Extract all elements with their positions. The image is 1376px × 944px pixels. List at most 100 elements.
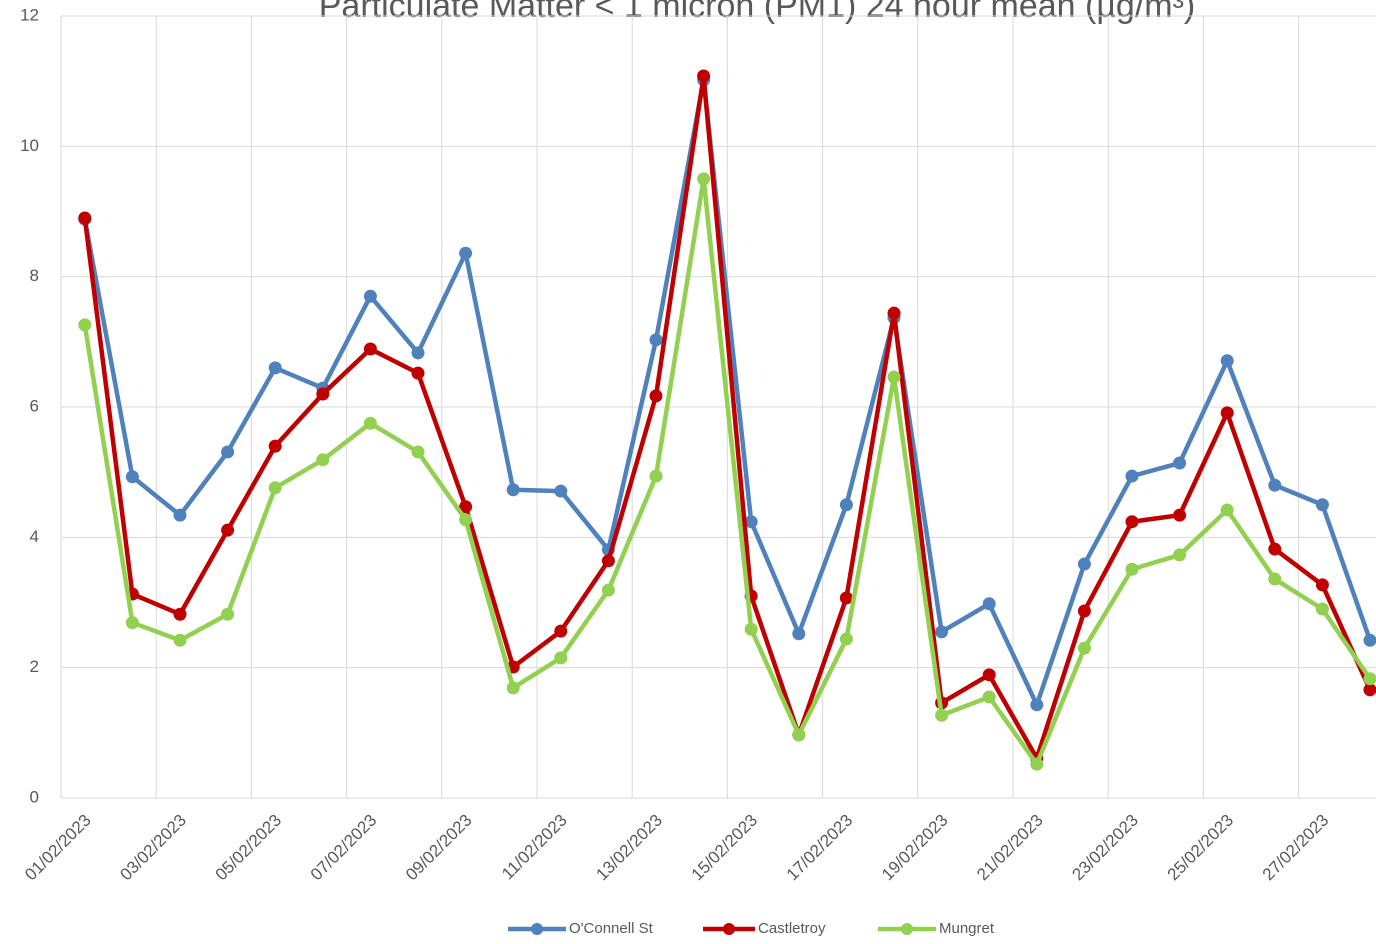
point — [459, 246, 473, 260]
x-tick-label: 13/02/2023 — [592, 811, 666, 885]
point — [1030, 698, 1044, 712]
point — [1030, 757, 1044, 771]
point — [744, 622, 758, 636]
point — [1363, 672, 1376, 686]
x-tick-label: 17/02/2023 — [783, 811, 857, 885]
y-tick-label: 8 — [30, 266, 39, 285]
point — [316, 453, 330, 467]
point — [1268, 572, 1282, 586]
x-tick-label: 19/02/2023 — [878, 811, 952, 885]
point — [601, 583, 615, 597]
x-tick-label: 21/02/2023 — [973, 811, 1047, 885]
point — [1268, 478, 1282, 492]
point — [982, 690, 996, 704]
legend-marker — [531, 923, 543, 935]
x-tick-label: 15/02/2023 — [688, 811, 762, 885]
point — [792, 728, 806, 742]
point — [839, 498, 853, 512]
point — [221, 523, 235, 537]
x-tick-label: 27/02/2023 — [1259, 811, 1333, 885]
legend-label: Castletroy — [758, 920, 826, 937]
point — [982, 597, 996, 611]
point — [601, 554, 615, 568]
y-tick-label: 0 — [30, 787, 39, 806]
y-tick-label: 4 — [30, 527, 39, 546]
point — [554, 484, 568, 498]
point — [792, 627, 806, 641]
x-tick-label: 01/02/2023 — [21, 811, 95, 885]
point — [363, 289, 377, 303]
point — [1173, 508, 1187, 522]
point — [411, 366, 425, 380]
legend-label: Mungret — [939, 920, 995, 937]
x-tick-label: 25/02/2023 — [1164, 811, 1238, 885]
point — [554, 624, 568, 638]
point — [1173, 456, 1187, 470]
point — [173, 633, 187, 647]
point — [1220, 406, 1234, 420]
point — [1268, 542, 1282, 556]
x-tick-label: 07/02/2023 — [307, 811, 381, 885]
point — [649, 333, 663, 347]
point — [982, 668, 996, 682]
point — [887, 306, 901, 320]
point — [1077, 557, 1091, 571]
point — [935, 625, 949, 639]
point — [78, 318, 92, 332]
point — [125, 470, 139, 484]
point — [221, 445, 235, 459]
y-tick-label: 10 — [20, 136, 39, 155]
point — [268, 361, 282, 375]
point — [173, 607, 187, 621]
point — [363, 342, 377, 356]
point — [316, 387, 330, 401]
point — [1125, 515, 1139, 529]
point — [1125, 469, 1139, 483]
legend-marker — [901, 923, 913, 935]
point — [78, 211, 92, 225]
point — [839, 591, 853, 605]
point — [268, 439, 282, 453]
x-tick-label: 05/02/2023 — [212, 811, 286, 885]
point — [506, 483, 520, 497]
series-line — [82, 73, 1373, 761]
point — [839, 632, 853, 646]
point — [1315, 498, 1329, 512]
point — [697, 172, 711, 186]
point — [1220, 503, 1234, 517]
point — [1363, 683, 1376, 697]
point — [459, 500, 473, 514]
y-tick-label: 6 — [30, 396, 39, 415]
chart-title: Particulate Matter < 1 micron (PM1) 24 h… — [319, 0, 1196, 25]
point — [649, 469, 663, 483]
x-tick-label: 03/02/2023 — [116, 811, 190, 885]
point — [506, 681, 520, 695]
point — [1315, 578, 1329, 592]
y-tick-label: 12 — [20, 5, 39, 24]
point — [221, 607, 235, 621]
point — [1077, 604, 1091, 618]
point — [459, 513, 473, 527]
point — [554, 651, 568, 665]
x-tick-label: 11/02/2023 — [498, 811, 571, 884]
point — [363, 416, 377, 430]
series-line — [82, 77, 1373, 708]
point — [411, 445, 425, 459]
point — [935, 708, 949, 722]
legend-marker — [723, 923, 735, 935]
point — [744, 515, 758, 529]
point — [411, 346, 425, 360]
point — [697, 69, 711, 83]
series-line — [82, 176, 1372, 767]
x-tick-label: 09/02/2023 — [402, 811, 476, 885]
point — [125, 616, 139, 630]
point — [1125, 562, 1139, 576]
x-tick-label: 23/02/2023 — [1068, 811, 1142, 885]
point — [1363, 633, 1376, 647]
point — [649, 389, 663, 403]
point — [1220, 354, 1234, 368]
point — [268, 481, 282, 495]
point — [173, 508, 187, 522]
point — [1077, 641, 1091, 655]
